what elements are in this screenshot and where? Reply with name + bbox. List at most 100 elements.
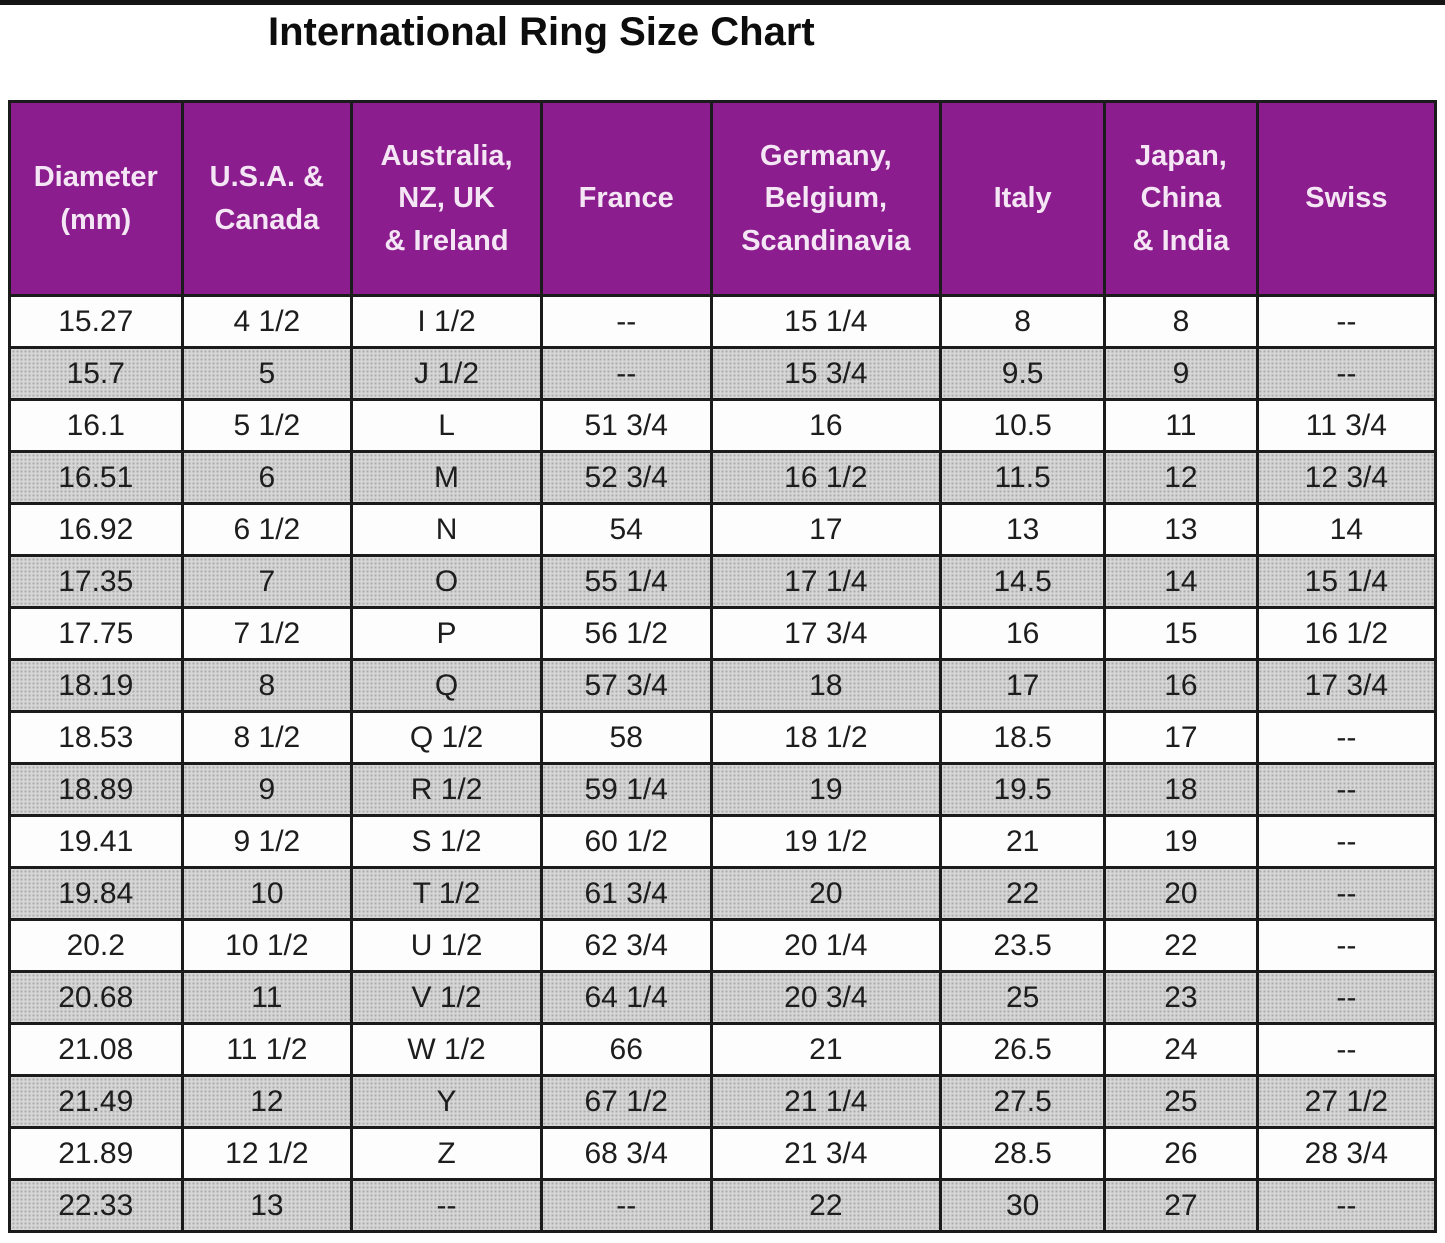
table-cell: 18.53 [8, 710, 184, 765]
table-cell: 15 1/4 [709, 294, 943, 349]
table-cell: -- [1255, 710, 1438, 765]
table-cell: J 1/2 [350, 346, 543, 401]
table-cell: O [350, 554, 543, 609]
table-cell: 59 1/4 [539, 762, 713, 817]
table-cell: 4 1/2 [180, 294, 354, 349]
table-cell: I 1/2 [350, 294, 543, 349]
table-cell: 30 [939, 1178, 1107, 1233]
table-cell: 17 [1103, 710, 1259, 765]
table-cell: 21 1/4 [709, 1074, 943, 1129]
table-cell: 9 [1103, 346, 1259, 401]
table-cell: 11 1/2 [180, 1022, 354, 1077]
table-cell: 51 3/4 [539, 398, 713, 453]
table-cell: 12 [1103, 450, 1259, 505]
table-cell: Q 1/2 [350, 710, 543, 765]
column-header-diameter-mm: Diameter (mm) [8, 100, 184, 297]
table-cell: 17 [939, 658, 1107, 713]
table-cell: 11 [180, 970, 354, 1025]
table-cell: 15.27 [8, 294, 184, 349]
table-cell: 56 1/2 [539, 606, 713, 661]
table-cell: 11 3/4 [1255, 398, 1438, 453]
table-cell: 28 3/4 [1255, 1126, 1438, 1181]
table-cell: 7 [180, 554, 354, 609]
table-cell: 16 [709, 398, 943, 453]
table-cell: 22 [1103, 918, 1259, 973]
table-cell: 10 [180, 866, 354, 921]
table-cell: 19 [1103, 814, 1259, 869]
table-row: 15.27 4 1/2 I 1/2 -- 15 1/4 8 8 -- [8, 294, 1438, 349]
table-cell: 16 [1103, 658, 1259, 713]
table-row: 20.2 10 1/2 U 1/2 62 3/4 20 1/4 23.5 22 -- [8, 918, 1438, 973]
table-cell: 17 [709, 502, 943, 557]
table-cell: 15 [1103, 606, 1259, 661]
table-cell: 17.35 [8, 554, 184, 609]
table-cell: 19 [709, 762, 943, 817]
table-cell: 19.84 [8, 866, 184, 921]
table-cell: 6 1/2 [180, 502, 354, 557]
column-header-italy: Italy [939, 100, 1107, 297]
table-cell: 15 3/4 [709, 346, 943, 401]
table-cell: -- [1255, 918, 1438, 973]
table-cell: 19 1/2 [709, 814, 943, 869]
column-header-germany-belgium-scandinavia: Germany, Belgium, Scandinavia [709, 100, 943, 297]
table-cell: M [350, 450, 543, 505]
table-row: 18.53 8 1/2 Q 1/2 58 18 1/2 18.5 17 -- [8, 710, 1438, 765]
table-cell: 18 1/2 [709, 710, 943, 765]
table-row: 21.49 12 Y 67 1/2 21 1/4 27.5 25 27 1/2 [8, 1074, 1438, 1129]
table-cell: 61 3/4 [539, 866, 713, 921]
table-cell: 22 [939, 866, 1107, 921]
table-cell: 12 [180, 1074, 354, 1129]
table-cell: 52 3/4 [539, 450, 713, 505]
table-cell: 17 3/4 [709, 606, 943, 661]
table-cell: 17.75 [8, 606, 184, 661]
table-cell: 9 [180, 762, 354, 817]
table-cell: -- [539, 1178, 713, 1233]
table-cell: 16.51 [8, 450, 184, 505]
column-header-swiss: Swiss [1255, 100, 1438, 297]
column-header-japan-china-india: Japan, China & India [1103, 100, 1259, 297]
table-cell: 58 [539, 710, 713, 765]
table-cell: 14.5 [939, 554, 1107, 609]
table-cell: 25 [939, 970, 1107, 1025]
table-row: 21.08 11 1/2 W 1/2 66 21 26.5 24 -- [8, 1022, 1438, 1077]
table-cell: R 1/2 [350, 762, 543, 817]
column-header-france: France [539, 100, 713, 297]
table-cell: 66 [539, 1022, 713, 1077]
table-cell: 8 [939, 294, 1107, 349]
table-cell: 26.5 [939, 1022, 1107, 1077]
table-cell: Q [350, 658, 543, 713]
table-cell: -- [539, 346, 713, 401]
table-row: 17.75 7 1/2 P 56 1/2 17 3/4 16 15 16 1/2 [8, 606, 1438, 661]
table-cell: Z [350, 1126, 543, 1181]
table-cell: 21.49 [8, 1074, 184, 1129]
table-cell: 9 1/2 [180, 814, 354, 869]
table-cell: 20 1/4 [709, 918, 943, 973]
table-cell: 20 [1103, 866, 1259, 921]
table-cell: 12 3/4 [1255, 450, 1438, 505]
table-cell: 67 1/2 [539, 1074, 713, 1129]
table-cell: 16 1/2 [1255, 606, 1438, 661]
table-cell: 23.5 [939, 918, 1107, 973]
table-cell: -- [539, 294, 713, 349]
table-row: 21.89 12 1/2 Z 68 3/4 21 3/4 28.5 26 28 3/4 [8, 1126, 1438, 1181]
table-cell: 14 [1103, 554, 1259, 609]
table-row: 16.51 6 M 52 3/4 16 1/2 11.5 12 12 3/4 [8, 450, 1438, 505]
table-cell: 19.5 [939, 762, 1107, 817]
table-cell: 5 1/2 [180, 398, 354, 453]
table-cell: 22 [709, 1178, 943, 1233]
table-cell: 11.5 [939, 450, 1107, 505]
table-cell: 13 [1103, 502, 1259, 557]
table-cell: N [350, 502, 543, 557]
table-row: 22.33 13 -- -- 22 30 27 -- [8, 1178, 1438, 1233]
table-cell: 14 [1255, 502, 1438, 557]
table-cell: 18.5 [939, 710, 1107, 765]
table-row: 19.84 10 T 1/2 61 3/4 20 22 20 -- [8, 866, 1438, 921]
table-cell: 54 [539, 502, 713, 557]
table-row: 16.92 6 1/2 N 54 17 13 13 14 [8, 502, 1438, 557]
table-cell: 62 3/4 [539, 918, 713, 973]
table-cell: 21.89 [8, 1126, 184, 1181]
table-cell: 16.92 [8, 502, 184, 557]
table-cell: 27 [1103, 1178, 1259, 1233]
ring-size-table: Diameter (mm) U.S.A. & Canada Australia,… [8, 100, 1438, 1233]
